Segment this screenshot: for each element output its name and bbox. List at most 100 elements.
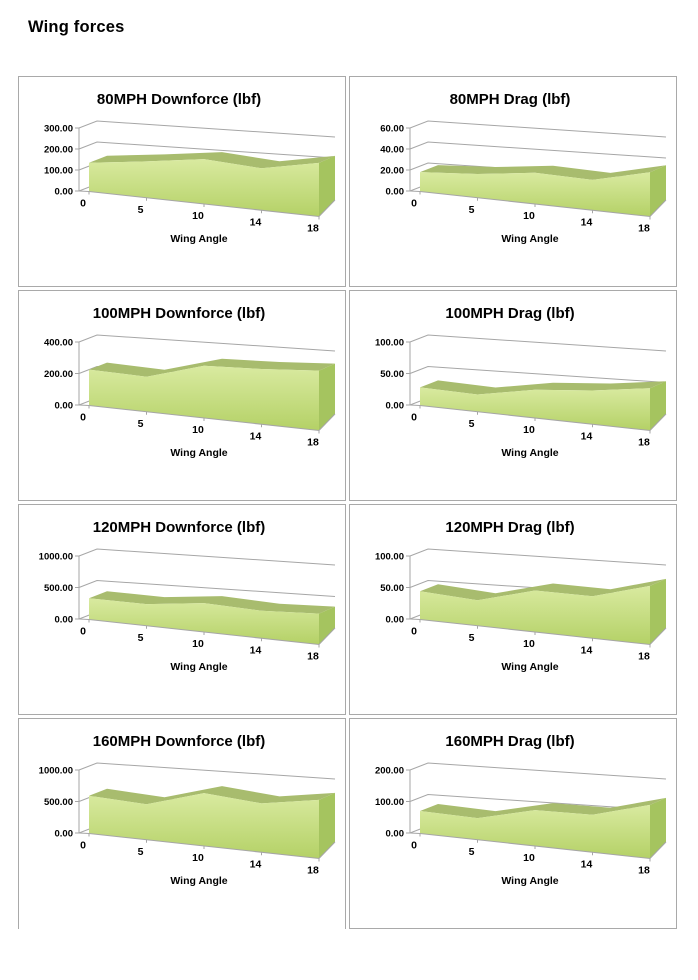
y-tick-label: 500.00 (44, 583, 73, 594)
area-side-face (319, 606, 335, 645)
area-top-face (420, 380, 666, 395)
x-tick-label: 0 (411, 412, 417, 424)
x-tick-label: 5 (138, 846, 144, 858)
area-front-face (89, 365, 319, 431)
area-top-face (420, 165, 666, 180)
x-tick-label: 0 (411, 840, 417, 852)
grid-line (409, 365, 667, 383)
x-axis-title: Wing Angle (170, 661, 227, 673)
x-tick-label: 0 (80, 412, 86, 424)
y-tick-label: 20.00 (380, 166, 404, 177)
area-front-face (420, 804, 650, 859)
x-axis-title: Wing Angle (501, 661, 558, 673)
area-top-face (420, 578, 666, 601)
y-tick-label: 0.00 (55, 615, 74, 626)
chart-cell-100mph-downforce-lbf: 400.00 200.00 0.00 0 5 10 14 18 Wing Angle 100MPH… (18, 290, 346, 501)
x-axis-title: Wing Angle (170, 233, 227, 245)
x-tick-label: 14 (581, 644, 593, 656)
chart-canvas: 100.00 50.00 0.00 0 5 10 14 18 Wing Angle 100MPH … (375, 305, 667, 459)
x-tick-label: 14 (250, 430, 262, 442)
y-tick-label: 500.00 (44, 797, 73, 808)
x-axis-title: Wing Angle (501, 447, 558, 459)
area-front-face (89, 598, 319, 645)
x-tick-label: 10 (523, 424, 535, 436)
x-tick-label: 14 (581, 858, 593, 870)
y-tick-label: 40.00 (380, 145, 404, 156)
y-tick-label: 200.00 (44, 145, 73, 156)
y-tick-label: 200.00 (44, 369, 73, 380)
x-axis-title: Wing Angle (170, 447, 227, 459)
grid-line (78, 120, 336, 138)
x-tick-label: 10 (523, 852, 535, 864)
grid-line (409, 762, 667, 780)
y-tick-label: 0.00 (55, 187, 74, 198)
x-tick-label: 0 (80, 840, 86, 852)
area-side-face (650, 797, 666, 859)
y-tick-label: 0.00 (386, 829, 405, 840)
chart-canvas: 200.00 100.00 0.00 0 5 10 14 18 Wing Angle 160MPH… (375, 733, 667, 887)
x-tick-label: 5 (138, 632, 144, 644)
y-tick-label: 0.00 (386, 187, 405, 198)
chart-title: 100MPH Drag (lbf) (445, 305, 574, 322)
x-tick-label: 5 (469, 632, 475, 644)
y-tick-label: 100.00 (375, 338, 404, 349)
x-tick-label: 10 (192, 638, 204, 650)
x-tick-label: 18 (307, 865, 319, 877)
x-tick-label: 5 (469, 846, 475, 858)
grid-line (409, 548, 667, 566)
area-front-face (89, 793, 319, 859)
x-tick-label: 14 (250, 216, 262, 228)
x-tick-label: 18 (307, 651, 319, 663)
chart-cell-120mph-drag-lbf: 100.00 50.00 0.00 0 5 10 14 18 Wing Angle 120MPH … (349, 504, 677, 715)
x-tick-label: 5 (469, 418, 475, 430)
x-tick-label: 10 (523, 210, 535, 222)
x-tick-label: 18 (307, 437, 319, 449)
grid-line (78, 334, 336, 352)
x-tick-label: 14 (250, 858, 262, 870)
chart-title: 120MPH Downforce (lbf) (93, 519, 266, 536)
area-side-face (319, 155, 335, 217)
area-top-face (420, 797, 666, 819)
grid-line (409, 120, 667, 138)
grid-line (409, 793, 667, 811)
page-title: Wing forces (28, 18, 125, 36)
y-tick-label: 0.00 (386, 401, 405, 412)
grid-line (409, 141, 667, 159)
x-tick-label: 14 (581, 216, 593, 228)
x-tick-label: 5 (138, 204, 144, 216)
x-tick-label: 5 (138, 418, 144, 430)
y-tick-label: 0.00 (55, 401, 74, 412)
y-tick-label: 50.00 (380, 583, 404, 594)
x-tick-label: 10 (192, 424, 204, 436)
y-tick-label: 100.00 (375, 797, 404, 808)
chart-cell-80mph-downforce-lbf: 300.00 200.00 100.00 0.00 0 5 10 14 18 Wing Angle… (18, 76, 346, 287)
x-axis-title: Wing Angle (170, 875, 227, 887)
x-tick-label: 14 (250, 644, 262, 656)
x-tick-label: 0 (80, 198, 86, 210)
y-tick-label: 100.00 (44, 166, 73, 177)
y-tick-label: 0.00 (386, 615, 405, 626)
x-axis-title: Wing Angle (501, 875, 558, 887)
chart-title: 80MPH Drag (lbf) (450, 91, 571, 108)
x-tick-label: 10 (523, 638, 535, 650)
x-tick-label: 10 (192, 852, 204, 864)
chart-title: 100MPH Downforce (lbf) (93, 305, 266, 322)
area-front-face (420, 387, 650, 431)
grid-line (409, 334, 667, 352)
y-tick-label: 100.00 (375, 552, 404, 563)
grid-line (78, 141, 336, 159)
area-side-face (319, 363, 335, 431)
x-tick-label: 5 (469, 204, 475, 216)
x-tick-label: 14 (581, 430, 593, 442)
y-tick-label: 1000.00 (39, 552, 73, 563)
chart-title: 80MPH Downforce (lbf) (97, 91, 261, 108)
x-axis-title: Wing Angle (501, 233, 558, 245)
chart-title: 160MPH Drag (lbf) (445, 733, 574, 750)
chart-cell-160mph-drag-lbf: 200.00 100.00 0.00 0 5 10 14 18 Wing Angle 160MPH… (349, 718, 677, 929)
chart-title: 160MPH Downforce (lbf) (93, 733, 266, 750)
x-tick-label: 18 (638, 437, 650, 449)
y-tick-label: 1000.00 (39, 766, 73, 777)
chart-cell-100mph-drag-lbf: 100.00 50.00 0.00 0 5 10 14 18 Wing Angle 100MPH … (349, 290, 677, 501)
y-tick-label: 50.00 (380, 369, 404, 380)
chart-canvas: 1000.00 500.00 0.00 0 5 10 14 18 Wing Angle 120MP… (39, 519, 336, 673)
